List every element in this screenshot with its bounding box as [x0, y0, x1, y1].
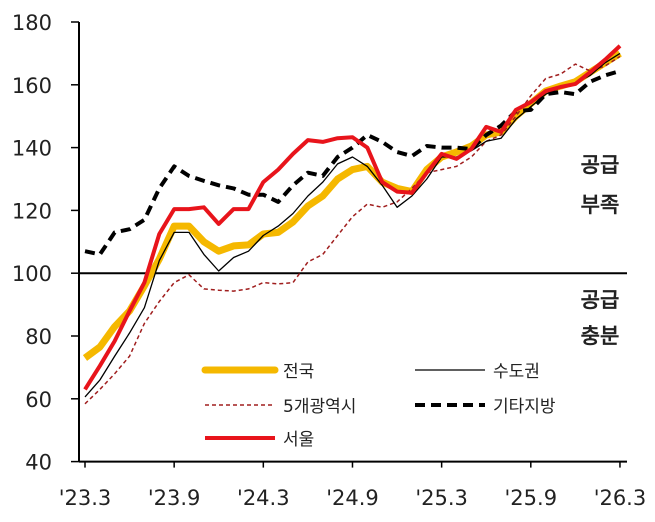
y-tick-label: 40: [25, 451, 52, 475]
legend-label: 서울: [283, 430, 314, 450]
legend-label: 기타지방: [493, 397, 556, 417]
x-tick-label: '23.9: [148, 486, 201, 510]
y-tick-label: 140: [12, 137, 52, 161]
y-tick-label: 180: [12, 11, 52, 35]
annotation-sufficient-line2: 충분: [581, 324, 620, 348]
x-tick-label: '25.9: [505, 486, 558, 510]
x-tick-label: '24.9: [326, 486, 379, 510]
annotation-sufficient: 공급 충분: [581, 288, 620, 348]
annotation-shortage: 공급 부족: [581, 153, 620, 217]
x-tick-label: '23.3: [59, 486, 112, 510]
x-tick-label: '24.3: [237, 486, 290, 510]
series-line-4: [83, 44, 622, 391]
y-axis: 40 60 80 100 120 140 160 180: [12, 11, 80, 475]
legend-label: 5개광역시: [283, 397, 356, 417]
y-tick-label: 60: [25, 388, 52, 412]
y-tick-label: 120: [12, 199, 52, 223]
x-axis: '23.3 '23.9 '24.3 '24.9 '25.3 '25.9 '26.3: [59, 272, 647, 510]
y-tick-label: 160: [12, 74, 52, 98]
y-tick-label: 80: [25, 325, 52, 349]
series-lines: [82, 44, 622, 405]
y-tick-label: 100: [12, 262, 52, 286]
x-tick-label: '26.3: [594, 486, 647, 510]
series-line-3: [84, 69, 621, 257]
x-tick-label: '25.3: [415, 486, 468, 510]
series-line-2: [84, 55, 621, 405]
annotation-shortage-line1: 공급: [581, 153, 620, 177]
legend-label: 수도권: [493, 362, 540, 382]
series-line-1: [84, 52, 621, 398]
annotation-sufficient-line1: 공급: [581, 288, 620, 312]
annotation-shortage-line2: 부족: [581, 193, 620, 217]
legend-label: 전국: [283, 362, 314, 382]
